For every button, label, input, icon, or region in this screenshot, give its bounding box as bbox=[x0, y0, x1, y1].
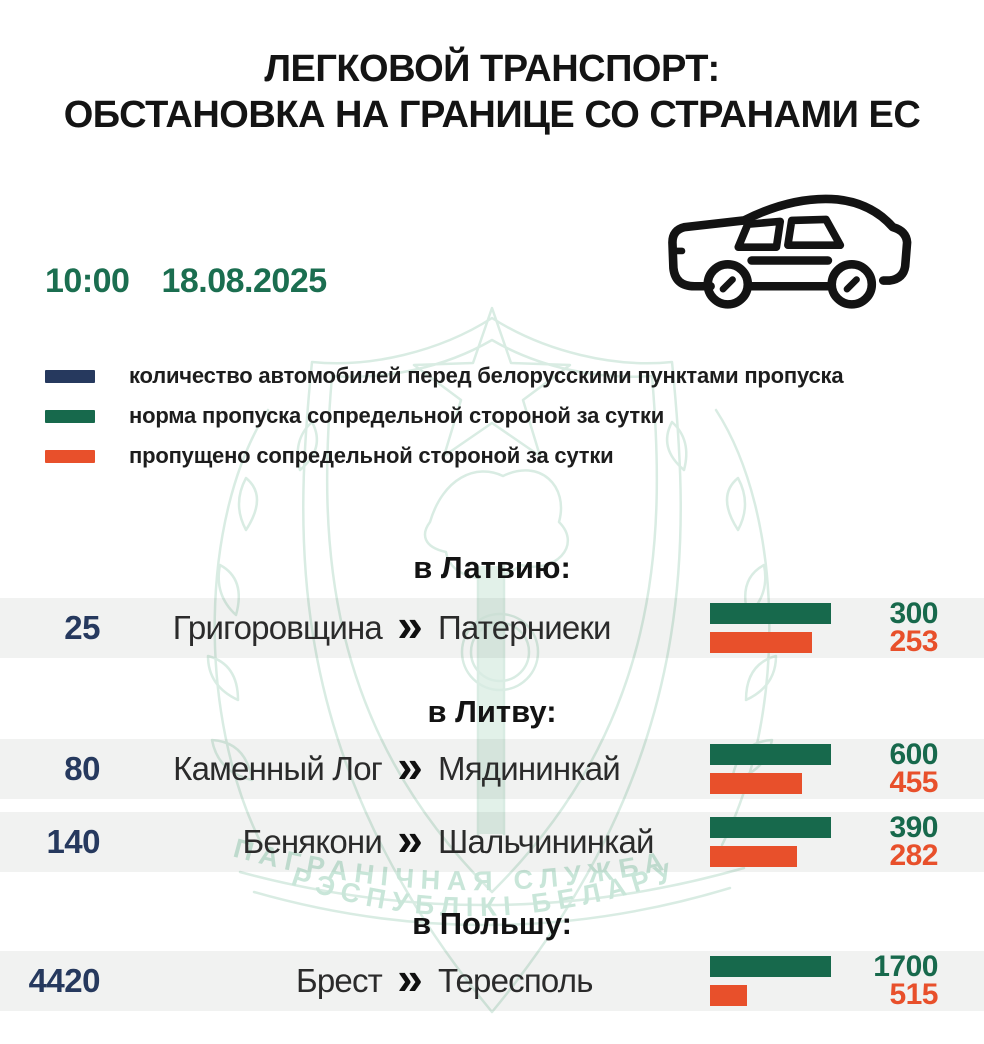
crossings-sections: в Латвию: 25 Григоровщина » Патерниеки 3… bbox=[0, 548, 984, 1011]
queue-count: 80 bbox=[64, 750, 100, 787]
page-title: ЛЕГКОВОЙ ТРАНСПОРТ: ОБСТАНОВКА НА ГРАНИЦ… bbox=[0, 46, 984, 138]
bar-values: 390 282 bbox=[831, 811, 984, 872]
legend-swatch-icon bbox=[45, 369, 95, 383]
bar-values: 300 253 bbox=[831, 597, 984, 658]
meta-row: 10:00 18.08.2025 bbox=[0, 138, 984, 314]
double-chevron-icon: » bbox=[397, 740, 423, 792]
passed-bar bbox=[710, 773, 802, 794]
checkpoint-from: Григоровщина bbox=[172, 609, 383, 646]
double-chevron-icon: » bbox=[397, 952, 423, 1004]
passed-bar bbox=[710, 632, 812, 653]
checkpoint-from: Каменный Лог bbox=[173, 750, 383, 787]
legend-label: пропущено сопредельной стороной за сутки bbox=[129, 443, 614, 468]
report-time: 10:00 bbox=[45, 262, 130, 300]
direction-group: в Литву: 80 Каменный Лог » Мядининкай 60… bbox=[0, 692, 984, 872]
checkpoint-to: Мядининкай bbox=[438, 750, 621, 787]
checkpoint-from: Бенякони bbox=[242, 823, 382, 860]
norm-value: 1700 bbox=[873, 950, 938, 983]
norm-value: 390 bbox=[889, 811, 938, 844]
passed-value: 253 bbox=[889, 625, 938, 658]
passed-value: 282 bbox=[889, 839, 938, 872]
legend-label: количество автомобилей перед белорусским… bbox=[129, 363, 844, 388]
bar-values: 600 455 bbox=[831, 738, 984, 799]
queue-count: 4420 bbox=[28, 962, 101, 999]
checkpoint-from: Брест bbox=[296, 962, 383, 999]
bar-chart bbox=[710, 603, 831, 653]
direction-group: в Польшу: 4420 Брест » Тересполь 1700 51… bbox=[0, 904, 984, 1011]
timestamp: 10:00 18.08.2025 bbox=[45, 262, 327, 301]
checkpoint-to: Тересполь bbox=[438, 962, 593, 999]
norm-value: 600 bbox=[889, 738, 938, 771]
car-icon bbox=[668, 194, 912, 309]
direction-header: в Литву: bbox=[427, 694, 557, 729]
direction-header: в Латвию: bbox=[413, 550, 571, 585]
legend-item: количество автомобилей перед белорусским… bbox=[45, 356, 984, 396]
title-line-2: ОБСТАНОВКА НА ГРАНИЦЕ СО СТРАНАМИ ЕС bbox=[63, 94, 921, 136]
bar-chart bbox=[710, 744, 831, 794]
crossing-row: 25 Григоровщина » Патерниеки 300 253 bbox=[0, 598, 984, 658]
checkpoint-to: Патерниеки bbox=[438, 609, 611, 646]
legend-swatch-icon bbox=[45, 449, 95, 463]
passed-bar bbox=[710, 985, 747, 1006]
crossing-row: 140 Бенякони » Шальчининкай 390 282 bbox=[0, 812, 984, 872]
norm-bar bbox=[710, 817, 831, 838]
bar-values: 1700 515 bbox=[831, 950, 984, 1011]
direction-header: в Польшу: bbox=[412, 906, 572, 941]
checkpoint-to: Шальчининкай bbox=[438, 823, 655, 860]
bar-chart bbox=[710, 817, 831, 867]
legend-label: норма пропуска сопредельной стороной за … bbox=[129, 403, 665, 428]
title-line-1: ЛЕГКОВОЙ ТРАНСПОРТ: bbox=[264, 48, 720, 90]
report-date: 18.08.2025 bbox=[161, 262, 327, 300]
norm-bar bbox=[710, 956, 831, 977]
passed-bar bbox=[710, 846, 797, 867]
passed-value: 515 bbox=[889, 978, 938, 1011]
passed-value: 455 bbox=[889, 766, 938, 799]
double-chevron-icon: » bbox=[397, 813, 423, 865]
legend-swatch-icon bbox=[45, 409, 95, 423]
direction-group: в Латвию: 25 Григоровщина » Патерниеки 3… bbox=[0, 548, 984, 658]
queue-count: 25 bbox=[64, 609, 100, 646]
norm-bar bbox=[710, 744, 831, 765]
crossing-row: 4420 Брест » Тересполь 1700 515 bbox=[0, 951, 984, 1011]
legend: количество автомобилей перед белорусским… bbox=[45, 356, 984, 476]
legend-item: норма пропуска сопредельной стороной за … bbox=[45, 396, 984, 436]
bar-chart bbox=[710, 956, 831, 1006]
crossing-row: 80 Каменный Лог » Мядининкай 600 455 bbox=[0, 739, 984, 799]
norm-value: 300 bbox=[889, 597, 938, 630]
queue-count: 140 bbox=[46, 823, 100, 860]
norm-bar bbox=[710, 603, 831, 624]
double-chevron-icon: » bbox=[397, 599, 423, 651]
legend-item: пропущено сопредельной стороной за сутки bbox=[45, 436, 984, 476]
